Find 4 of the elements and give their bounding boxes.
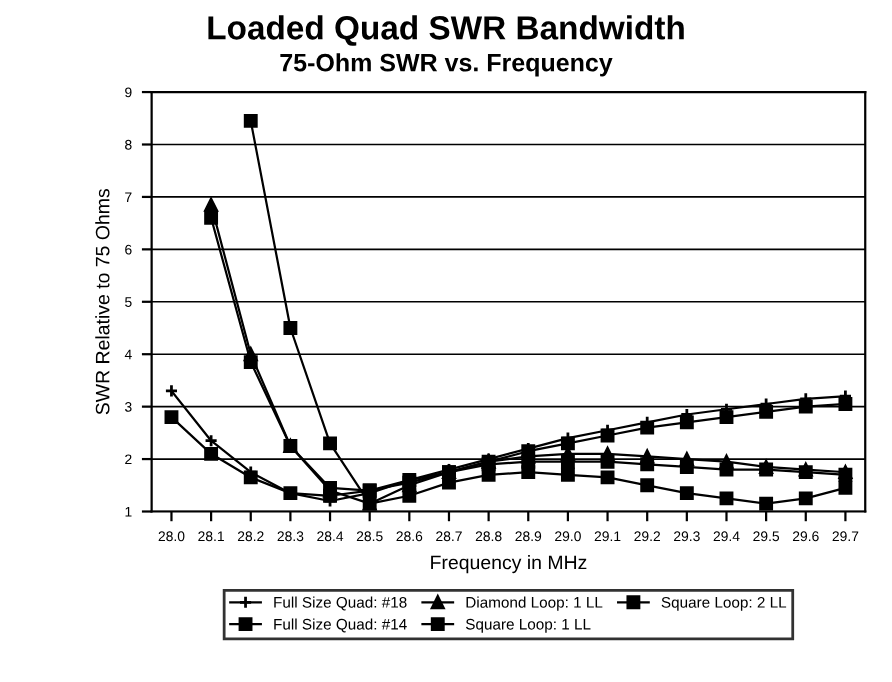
y-axis-title: SWR Relative to 75 Ohms (95, 189, 110, 415)
x-axis-title: Frequency in MHz (431, 555, 587, 574)
chart-subtitle: 75-Ohm SWR vs. Frequency (280, 53, 613, 77)
chart-title: Loaded Quad SWR Bandwidth (208, 15, 684, 46)
